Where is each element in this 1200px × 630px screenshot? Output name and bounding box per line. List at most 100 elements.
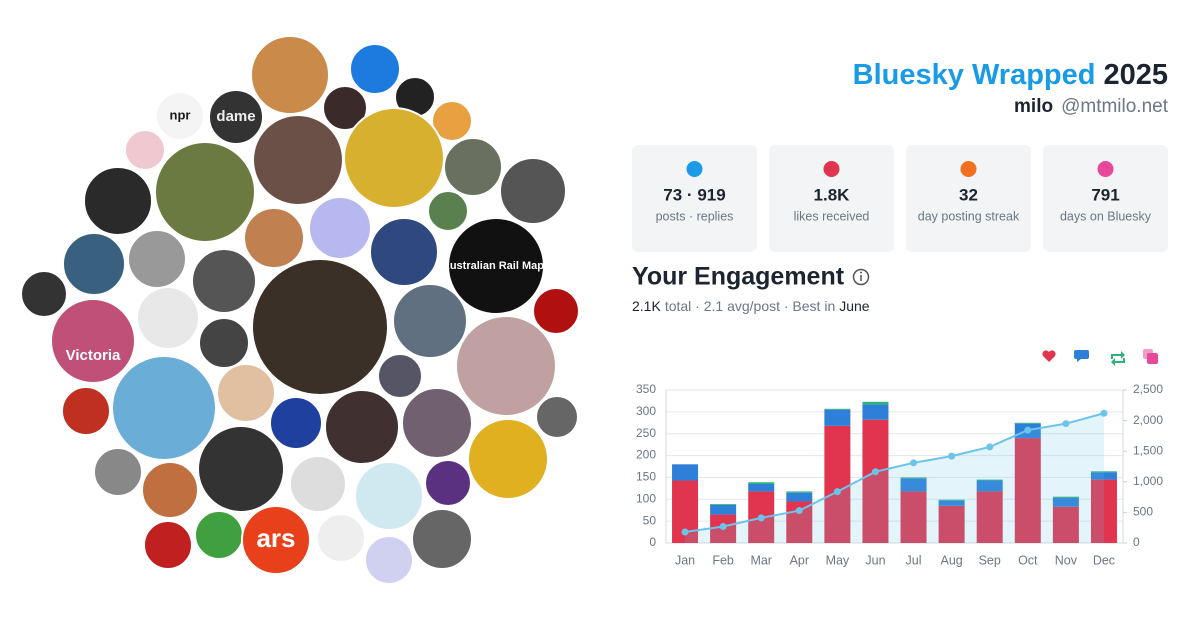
stat-icon bbox=[823, 161, 840, 177]
line-area bbox=[685, 413, 1104, 543]
bar-segment bbox=[1090, 472, 1117, 480]
info-icon bbox=[852, 268, 870, 286]
avatar bbox=[364, 535, 414, 585]
y-tick-label: 350 bbox=[636, 382, 656, 396]
bar-segment bbox=[862, 419, 889, 543]
y-tick-label: 100 bbox=[636, 491, 656, 505]
y-tick-label: 250 bbox=[636, 426, 656, 440]
line-point bbox=[681, 528, 689, 536]
stat-value: 73 · 919 bbox=[663, 185, 725, 204]
x-tick-label: Jan bbox=[675, 553, 695, 567]
user-handle: @mtmilo.net bbox=[1061, 96, 1169, 117]
stat-value: 791 bbox=[1091, 185, 1119, 204]
stat-card bbox=[906, 145, 1031, 252]
stat-value: 32 bbox=[959, 185, 978, 204]
avatar-label: ars bbox=[256, 523, 295, 553]
y-tick-label: 300 bbox=[636, 404, 656, 418]
avatar bbox=[198, 317, 250, 369]
line-point bbox=[795, 507, 803, 515]
avatar bbox=[197, 425, 285, 513]
user-name: milo bbox=[1014, 96, 1053, 117]
bar-segment bbox=[976, 480, 1003, 492]
avatar bbox=[194, 510, 244, 560]
y-tick-label: 150 bbox=[636, 470, 656, 484]
bar-segment bbox=[900, 478, 927, 492]
x-tick-label: Apr bbox=[790, 553, 809, 567]
avatar bbox=[111, 355, 217, 461]
avatar bbox=[427, 190, 469, 232]
summary-best: June bbox=[839, 298, 870, 314]
avatar bbox=[467, 418, 549, 500]
avatar bbox=[20, 270, 68, 318]
avatar bbox=[535, 395, 579, 439]
avatar bbox=[447, 217, 545, 315]
avatar bbox=[316, 513, 366, 563]
bar-segment bbox=[1052, 497, 1079, 507]
x-tick-label: Feb bbox=[712, 553, 734, 567]
avatar bbox=[61, 386, 111, 436]
bar-segment bbox=[1052, 506, 1079, 543]
stat-label: likes received bbox=[794, 209, 870, 223]
title-text: Bluesky Wrapped bbox=[853, 59, 1096, 91]
bar-segment bbox=[786, 491, 813, 493]
stat-card bbox=[632, 145, 757, 252]
y2-tick-label: 500 bbox=[1133, 505, 1153, 519]
user: milo @mtmilo.net bbox=[1014, 96, 1169, 117]
avatar bbox=[155, 91, 205, 141]
avatar bbox=[377, 353, 423, 399]
bar-segment bbox=[900, 477, 927, 479]
avatar bbox=[532, 287, 580, 335]
avatar bbox=[324, 389, 400, 465]
bar-segment bbox=[748, 482, 775, 484]
y-tick-label: 0 bbox=[649, 535, 656, 549]
avatar bbox=[289, 455, 347, 513]
avatar bbox=[431, 100, 473, 142]
bar-segment bbox=[1090, 479, 1117, 543]
bar-segment bbox=[862, 404, 889, 420]
avatar bbox=[411, 508, 473, 570]
avatar bbox=[208, 89, 264, 145]
avatar bbox=[143, 520, 193, 570]
avatar bbox=[455, 315, 557, 417]
bar-segment bbox=[824, 409, 851, 426]
bar-segment bbox=[748, 483, 775, 492]
legend-icon-replies bbox=[1074, 350, 1089, 362]
x-tick-label: Dec bbox=[1093, 553, 1115, 567]
line-point bbox=[1100, 409, 1108, 417]
info-circle bbox=[852, 268, 870, 286]
avatar bbox=[349, 43, 401, 95]
avatar bbox=[127, 229, 187, 289]
summary-total: 2.1K bbox=[632, 298, 661, 314]
avatar bbox=[392, 283, 468, 359]
stat-icon bbox=[960, 161, 977, 177]
avatar-label: npr bbox=[170, 107, 191, 122]
avatar bbox=[369, 217, 439, 287]
legend bbox=[1042, 349, 1158, 366]
avatar bbox=[62, 232, 126, 296]
line bbox=[684, 412, 1105, 533]
bar-segment bbox=[938, 499, 965, 501]
avatar bbox=[191, 248, 257, 314]
avatar bbox=[499, 157, 567, 225]
line-point bbox=[1062, 420, 1070, 428]
line-point bbox=[833, 488, 841, 496]
stat-icon bbox=[1097, 161, 1114, 177]
stat-cards: 73 · 919 posts · replies 1.8K likes receive… bbox=[632, 145, 1168, 252]
bar-segment bbox=[976, 479, 1003, 481]
avatar bbox=[443, 137, 503, 197]
avatar bbox=[308, 196, 372, 260]
bar-segment bbox=[1090, 471, 1117, 473]
line-point bbox=[1024, 426, 1032, 434]
x-tick-label: Jun bbox=[865, 553, 885, 567]
bar-segment bbox=[710, 504, 737, 505]
summary-text: total · 2.1 avg/post · Best in bbox=[665, 298, 835, 314]
bar-segment bbox=[976, 491, 1003, 543]
legend-icon-quotes bbox=[1147, 353, 1158, 364]
avatar bbox=[216, 363, 276, 423]
x-tick-label: Sep bbox=[979, 553, 1001, 567]
bar-segment bbox=[938, 500, 965, 506]
line-point bbox=[719, 522, 727, 530]
line-point bbox=[910, 459, 918, 467]
y2-tick-label: 0 bbox=[1133, 535, 1140, 549]
